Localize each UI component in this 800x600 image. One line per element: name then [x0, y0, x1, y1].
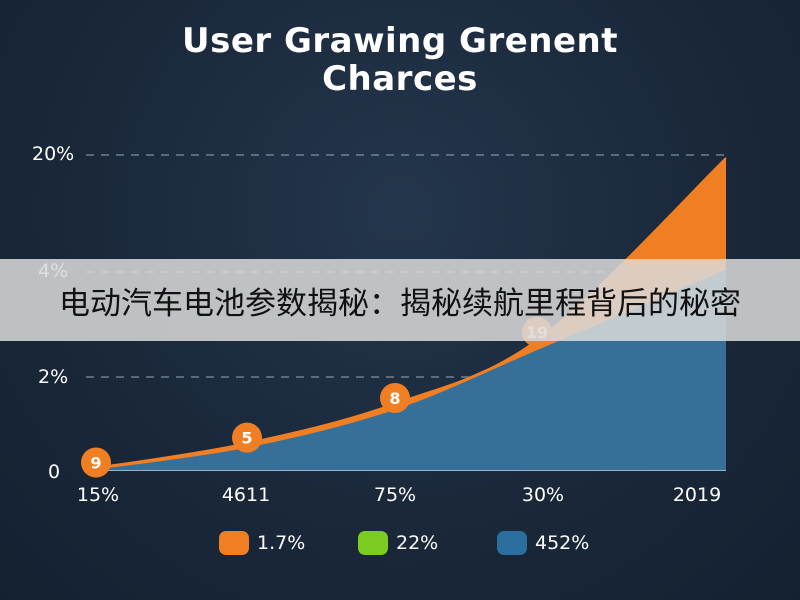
chart-title-line-1: User Grawing Grenent	[181, 21, 619, 61]
y-tick-label-3: 0	[48, 461, 60, 483]
x-axis-ticks: 15% 4611 75% 30% 2019	[77, 484, 721, 506]
marker-0	[81, 447, 111, 478]
legend-swatch-green	[358, 531, 388, 555]
legend-label-orange: 1.7%	[257, 532, 306, 554]
caption-text: 电动汽车电池参数揭秘：揭秘续航里程背后的秘密	[59, 285, 741, 322]
caption-banner: 电动汽车电池参数揭秘：揭秘续航里程背后的秘密	[0, 259, 800, 341]
x-tick-label-1: 4611	[222, 484, 270, 506]
y-tick-label-0: 20%	[32, 143, 74, 165]
marker-2	[380, 383, 410, 413]
area-2	[92, 268, 726, 470]
x-tick-label-4: 2019	[673, 484, 721, 506]
marker-label-1: 5	[241, 429, 252, 448]
legend-swatch-blue	[497, 531, 527, 555]
chart-title-line-2: Charces	[322, 59, 478, 99]
legend-item-blue: 452%	[497, 531, 589, 555]
legend: 1.7% 22% 452%	[0, 531, 800, 557]
marker-label-2: 8	[389, 389, 400, 408]
legend-swatch-orange	[219, 531, 249, 555]
area-series	[92, 158, 726, 470]
x-tick-label-3: 30%	[522, 484, 564, 506]
marker-1	[232, 422, 262, 453]
x-tick-label-0: 15%	[77, 484, 119, 506]
y-tick-label-2: 2%	[38, 366, 68, 388]
legend-item-green: 22%	[358, 531, 438, 555]
legend-item-orange: 1.7%	[219, 531, 305, 555]
legend-label-blue: 452%	[535, 532, 590, 554]
chart-title: User Grawing Grenent Charces	[0, 22, 800, 98]
legend-label-green: 22%	[396, 532, 439, 554]
x-tick-label-2: 75%	[374, 484, 416, 506]
marker-label-0: 9	[90, 454, 101, 473]
